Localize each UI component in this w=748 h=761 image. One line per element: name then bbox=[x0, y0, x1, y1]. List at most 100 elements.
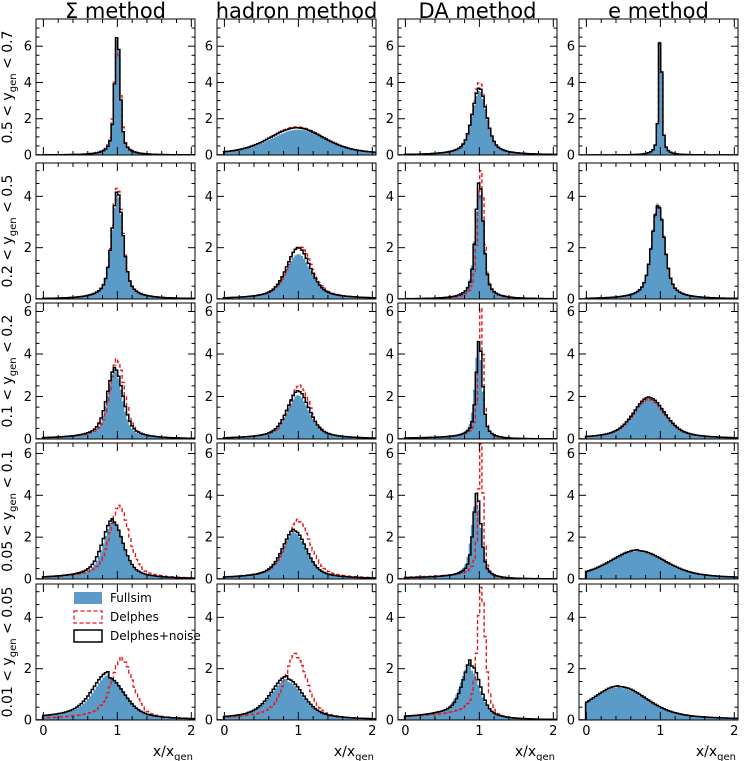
y-tick-label: 6 bbox=[386, 305, 394, 320]
row-label: 0.1 < ygen < 0.2 bbox=[0, 315, 19, 428]
panel-frame bbox=[578, 583, 739, 721]
y-tick-label: 4 bbox=[205, 348, 213, 363]
panel-frame bbox=[397, 583, 558, 721]
fullsim-histogram bbox=[36, 194, 195, 299]
fullsim-histogram bbox=[36, 519, 195, 579]
y-tick-label: 0 bbox=[205, 293, 213, 308]
panel: 0 2 4 6 bbox=[24, 442, 196, 588]
row-label: 0.2 < ygen < 0.5 bbox=[0, 175, 19, 288]
y-tick-label: 0 bbox=[386, 149, 394, 164]
panel-data bbox=[36, 187, 195, 299]
y-tick-label: 6 bbox=[24, 305, 32, 320]
panel: 0 2 4 6 bbox=[386, 442, 558, 588]
y-tick-label: 0 bbox=[567, 714, 575, 729]
panel-frame bbox=[35, 162, 196, 300]
x-tick-label: 1 bbox=[113, 724, 121, 739]
fullsim-histogram bbox=[36, 39, 195, 155]
panel-data bbox=[398, 82, 557, 155]
fullsim-histogram bbox=[398, 662, 557, 720]
delphes-noise-histogram bbox=[579, 205, 738, 299]
panel-data bbox=[36, 358, 195, 439]
delphes-noise-histogram bbox=[398, 87, 557, 155]
y-tick-label: 4 bbox=[205, 611, 213, 626]
legend-swatch-fullsim bbox=[74, 592, 102, 604]
y-tick-label: 4 bbox=[205, 190, 213, 205]
y-tick-label: 6 bbox=[567, 305, 575, 320]
x-axis-label: x/xgen bbox=[334, 744, 374, 761]
y-tick-label: 4 bbox=[567, 190, 575, 205]
panel-frame bbox=[216, 583, 377, 721]
y-tick-label: 6 bbox=[567, 447, 575, 462]
y-tick-label: 2 bbox=[567, 112, 575, 127]
fullsim-histogram bbox=[579, 551, 738, 579]
delphes-histogram bbox=[398, 82, 557, 155]
y-tick-label: 4 bbox=[386, 76, 394, 91]
y-tick-label: 4 bbox=[386, 348, 394, 363]
delphes-noise-histogram bbox=[217, 528, 376, 579]
panel-data bbox=[398, 307, 557, 439]
panel-frame bbox=[578, 162, 739, 300]
panel: 0 2 4 6 bbox=[386, 302, 558, 448]
panel-data bbox=[217, 652, 376, 720]
y-tick-label: 2 bbox=[24, 390, 32, 405]
y-tick-label: 2 bbox=[386, 531, 394, 546]
y-tick-label: 0 bbox=[567, 293, 575, 308]
delphes-noise-histogram bbox=[217, 247, 376, 299]
y-tick-label: 6 bbox=[567, 40, 575, 55]
fullsim-histogram bbox=[579, 203, 738, 299]
panel-data bbox=[217, 518, 376, 579]
y-tick-label: 0 bbox=[205, 433, 213, 448]
y-tick-label: 6 bbox=[386, 447, 394, 462]
panel-frame bbox=[397, 442, 558, 580]
y-tick-label: 6 bbox=[24, 40, 32, 55]
panel-data bbox=[398, 170, 557, 299]
x-tick-label: 0 bbox=[582, 724, 590, 739]
x-tick-label: 2 bbox=[549, 724, 557, 739]
panel: 0 2 4 bbox=[567, 162, 739, 308]
delphes-noise-histogram bbox=[217, 675, 376, 720]
panel: 0 2 4 6 bbox=[205, 442, 377, 588]
delphes-noise-histogram bbox=[217, 127, 376, 155]
panel-data bbox=[36, 37, 195, 155]
panel: 0 2 4 bbox=[386, 162, 558, 308]
x-tick-label: 0 bbox=[401, 724, 409, 739]
y-tick-label: 4 bbox=[567, 611, 575, 626]
panel-frame bbox=[216, 302, 377, 440]
y-tick-label: 4 bbox=[386, 611, 394, 626]
y-tick-label: 0 bbox=[24, 714, 32, 729]
y-tick-label: 4 bbox=[567, 348, 575, 363]
y-tick-label: 2 bbox=[386, 662, 394, 677]
y-tick-label: 0 bbox=[24, 573, 32, 588]
y-tick-label: 4 bbox=[386, 190, 394, 205]
y-tick-label: 4 bbox=[205, 489, 213, 504]
y-tick-label: 6 bbox=[24, 447, 32, 462]
panel-data bbox=[217, 126, 376, 155]
x-tick-label: 1 bbox=[475, 724, 483, 739]
y-tick-label: 2 bbox=[567, 662, 575, 677]
y-tick-label: 4 bbox=[24, 611, 32, 626]
y-tick-label: 0 bbox=[386, 293, 394, 308]
column-title: Σ method bbox=[65, 0, 166, 23]
panel-frame bbox=[35, 583, 196, 721]
delphes-noise-histogram bbox=[579, 396, 738, 439]
y-tick-label: 4 bbox=[205, 76, 213, 91]
y-tick-label: 0 bbox=[205, 714, 213, 729]
row-label: 0.5 < ygen < 0.7 bbox=[0, 31, 19, 144]
y-tick-label: 2 bbox=[24, 662, 32, 677]
y-tick-label: 0 bbox=[567, 573, 575, 588]
panel: 0 2 4 6 bbox=[386, 18, 558, 164]
legend-label: Fullsim bbox=[110, 591, 152, 605]
y-tick-label: 2 bbox=[567, 241, 575, 256]
y-tick-label: 2 bbox=[386, 241, 394, 256]
fullsim-histogram bbox=[36, 368, 195, 439]
panel-data bbox=[579, 685, 738, 720]
y-tick-label: 4 bbox=[567, 489, 575, 504]
y-tick-label: 2 bbox=[24, 531, 32, 546]
y-tick-label: 0 bbox=[567, 433, 575, 448]
y-tick-label: 4 bbox=[386, 489, 394, 504]
legend: Fullsim Delphes Delphes+noise bbox=[73, 591, 201, 643]
panel-data bbox=[398, 443, 557, 579]
column-title: e method bbox=[608, 0, 709, 23]
row-label: 0.01 < ygen < 0.05 bbox=[0, 587, 19, 718]
x-tick-label: 2 bbox=[730, 724, 738, 739]
